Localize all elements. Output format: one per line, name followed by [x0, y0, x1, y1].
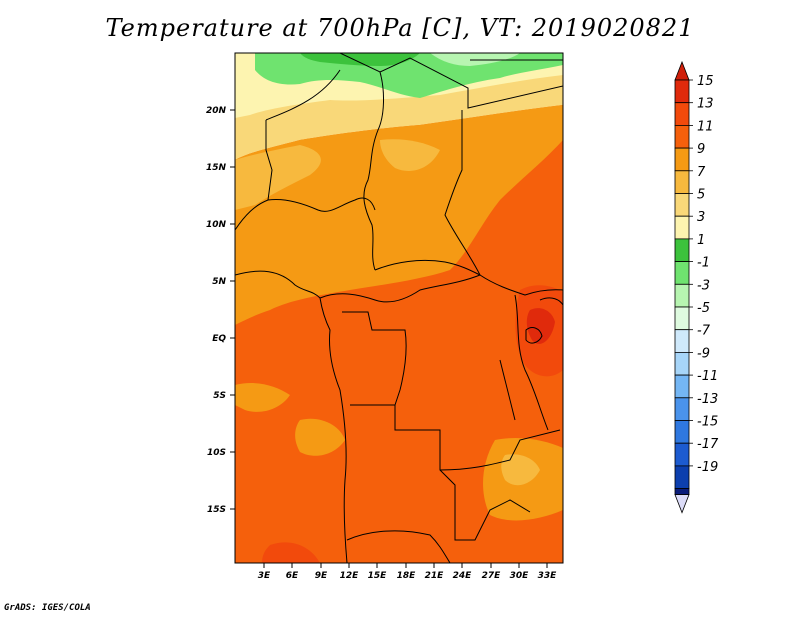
colorbar-label: -7 — [697, 324, 711, 339]
colorbar-label: 5 — [697, 188, 705, 203]
lat-label-15n: 15N — [206, 163, 227, 173]
lon-label-33e: 33E — [538, 571, 558, 581]
colorbar-label: 15 — [697, 74, 714, 89]
colorbar-label: 3 — [697, 210, 705, 225]
lon-label-30e: 30E — [510, 571, 530, 581]
lat-label-5s: 5S — [213, 391, 226, 401]
colorbar-label: -19 — [697, 460, 718, 475]
colorbar-label: 11 — [697, 119, 714, 134]
colorbar-swatch — [674, 420, 690, 444]
lon-label-9e: 9E — [315, 571, 328, 581]
colorbar-swatch — [674, 306, 690, 331]
colorbar-label: -1 — [697, 256, 710, 271]
colorbar-swatch — [674, 238, 690, 262]
colorbar-label: 13 — [697, 97, 714, 112]
colorbar-swatch — [674, 125, 690, 149]
colorbar-swatch — [674, 397, 690, 421]
colorbar-label: -3 — [697, 278, 710, 293]
lat-label-20n: 20N — [206, 106, 227, 116]
map-title: Temperature at 700hPa [C], VT: 201902082… — [105, 14, 695, 42]
colorbar-swatch — [674, 193, 690, 217]
lon-label-24e: 24E — [453, 571, 473, 581]
lon-label-21e: 21E — [425, 571, 445, 581]
lat-label-15s: 15S — [207, 505, 226, 515]
colorbar-swatch — [674, 283, 690, 308]
colorbar-swatch — [674, 147, 690, 172]
colorbar-label: 9 — [697, 142, 705, 157]
colorbar: 15 13 11 9 7 5 3 1 -1 -3 -5 -7 -9 -11 -13 -15 -17 -19 — [674, 60, 719, 514]
colorbar-swatch — [674, 215, 690, 240]
colorbar-swatch — [674, 329, 690, 353]
latitude-axis: 20N 15N 10N 5N EQ 5S 10S 15S — [206, 106, 235, 515]
lat-label-5n: 5N — [212, 277, 226, 287]
colorbar-swatch — [674, 488, 690, 496]
colorbar-swatch — [674, 102, 690, 126]
colorbar-label: 1 — [697, 233, 705, 248]
lon-label-27e: 27E — [482, 571, 502, 581]
grads-credit: GrADS: IGES/COLA — [4, 603, 91, 613]
lat-label-eq: EQ — [212, 334, 226, 344]
colorbar-bottom-arrow — [674, 494, 690, 514]
colorbar-swatch — [674, 374, 690, 399]
colorbar-swatch — [674, 442, 690, 467]
lat-label-10s: 10S — [207, 448, 226, 458]
colorbar-label: -5 — [697, 301, 710, 316]
lon-label-6e: 6E — [286, 571, 299, 581]
colorbar-swatch — [674, 465, 690, 489]
lon-label-3e: 3E — [258, 571, 271, 581]
plot-frame — [234, 52, 564, 564]
longitude-axis: 3E 6E 9E 12E 15E 18E 21E 24E 27E 30E 33E — [258, 563, 557, 581]
colorbar-label: 7 — [697, 165, 706, 180]
lat-label-10n: 10N — [206, 220, 227, 230]
colorbar-label: -11 — [697, 369, 718, 384]
colorbar-label: -15 — [697, 415, 718, 430]
colorbar-label: -13 — [697, 392, 718, 407]
colorbar-swatch — [674, 351, 690, 376]
colorbar-label: -9 — [697, 346, 710, 361]
temperature-field — [235, 53, 563, 563]
colorbar-swatch — [674, 261, 690, 285]
colorbar-label: -17 — [697, 437, 719, 452]
colorbar-swatch — [674, 79, 690, 104]
lon-label-15e: 15E — [368, 571, 388, 581]
lon-label-18e: 18E — [397, 571, 417, 581]
country-borders — [235, 53, 563, 563]
lon-label-12e: 12E — [340, 571, 360, 581]
colorbar-top-arrow — [674, 60, 690, 81]
colorbar-swatch — [674, 170, 690, 194]
